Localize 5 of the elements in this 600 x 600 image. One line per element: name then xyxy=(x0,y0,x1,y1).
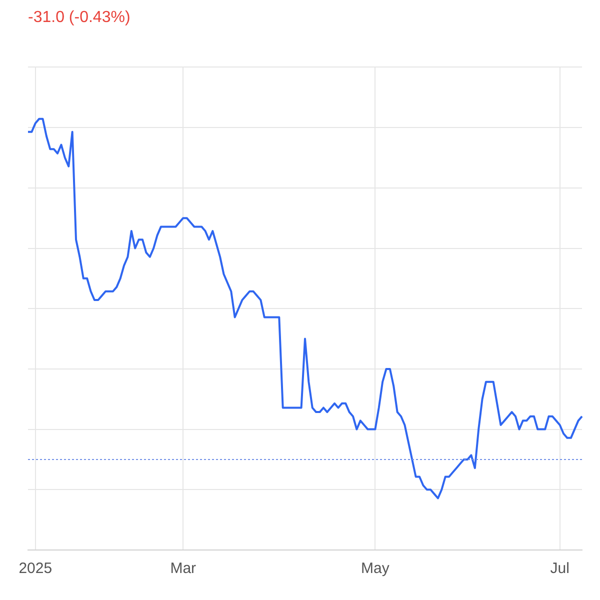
x-tick-label: Jul xyxy=(550,560,570,578)
x-tick-label: Mar xyxy=(170,560,196,578)
x-tick-label: May xyxy=(361,560,390,578)
x-tick-label: 2025 xyxy=(18,560,52,578)
chart-title: -31.0 (-0.43%) xyxy=(28,9,130,26)
